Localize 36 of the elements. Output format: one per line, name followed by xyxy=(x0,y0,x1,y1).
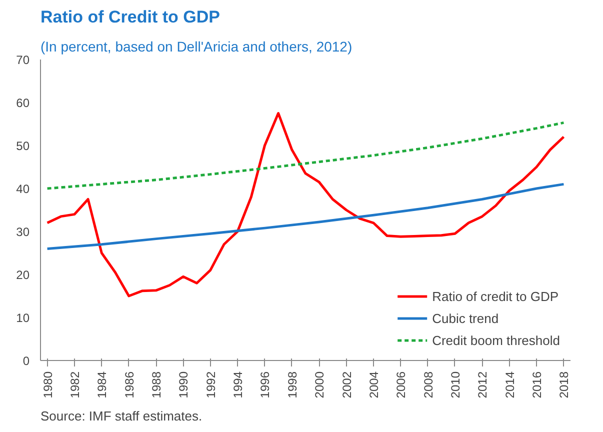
x-tick-label: 2016 xyxy=(530,371,544,398)
x-tick-label: 2008 xyxy=(421,371,436,398)
line-series xyxy=(46,182,565,250)
y-tick-label: 70 xyxy=(16,53,30,67)
x-tick-label: 2000 xyxy=(312,371,327,398)
x-tick-label: 2010 xyxy=(448,371,462,398)
x-tick-label: 1986 xyxy=(122,371,136,398)
x-tick-label: 1984 xyxy=(95,371,110,398)
source-note: Source: IMF staff estimates. xyxy=(40,408,202,424)
chart-subtitle: (In percent, based on Dell'Aricia and others, 2012) xyxy=(40,38,352,54)
x-tick-label: 1990 xyxy=(176,371,191,398)
x-tick-label: 2014 xyxy=(502,371,517,398)
y-tick-label: 10 xyxy=(16,311,30,325)
line-series xyxy=(46,121,565,190)
x-tick-label: 1998 xyxy=(285,371,300,398)
x-tick-label: 1994 xyxy=(231,371,246,398)
y-tick-label: 0 xyxy=(22,354,30,368)
legend-label: Ratio of credit to GDP xyxy=(432,288,559,304)
x-tick-label: 1980 xyxy=(40,371,55,398)
chart-title: Ratio of Credit to GDP xyxy=(40,8,220,26)
x-tick-label: 2018 xyxy=(557,371,572,398)
x-tick-label: 1982 xyxy=(68,371,82,398)
x-tick-label: 1988 xyxy=(150,371,164,398)
x-tick-label: 2004 xyxy=(366,371,381,398)
x-tick-label: 2002 xyxy=(340,371,354,398)
y-tick-label: 60 xyxy=(16,96,30,110)
y-tick-label: 20 xyxy=(16,268,30,282)
x-tick-label: 1996 xyxy=(258,371,272,398)
legend-label: Credit boom threshold xyxy=(432,332,560,348)
y-tick-label: 40 xyxy=(16,182,30,196)
y-tick-label: 50 xyxy=(16,139,30,153)
x-tick-label: 2006 xyxy=(394,371,408,398)
x-tick-label: 2012 xyxy=(476,371,490,398)
y-tick-label: 30 xyxy=(16,225,30,239)
x-tick-label: 1992 xyxy=(204,371,218,398)
legend-label: Cubic trend xyxy=(432,310,499,326)
